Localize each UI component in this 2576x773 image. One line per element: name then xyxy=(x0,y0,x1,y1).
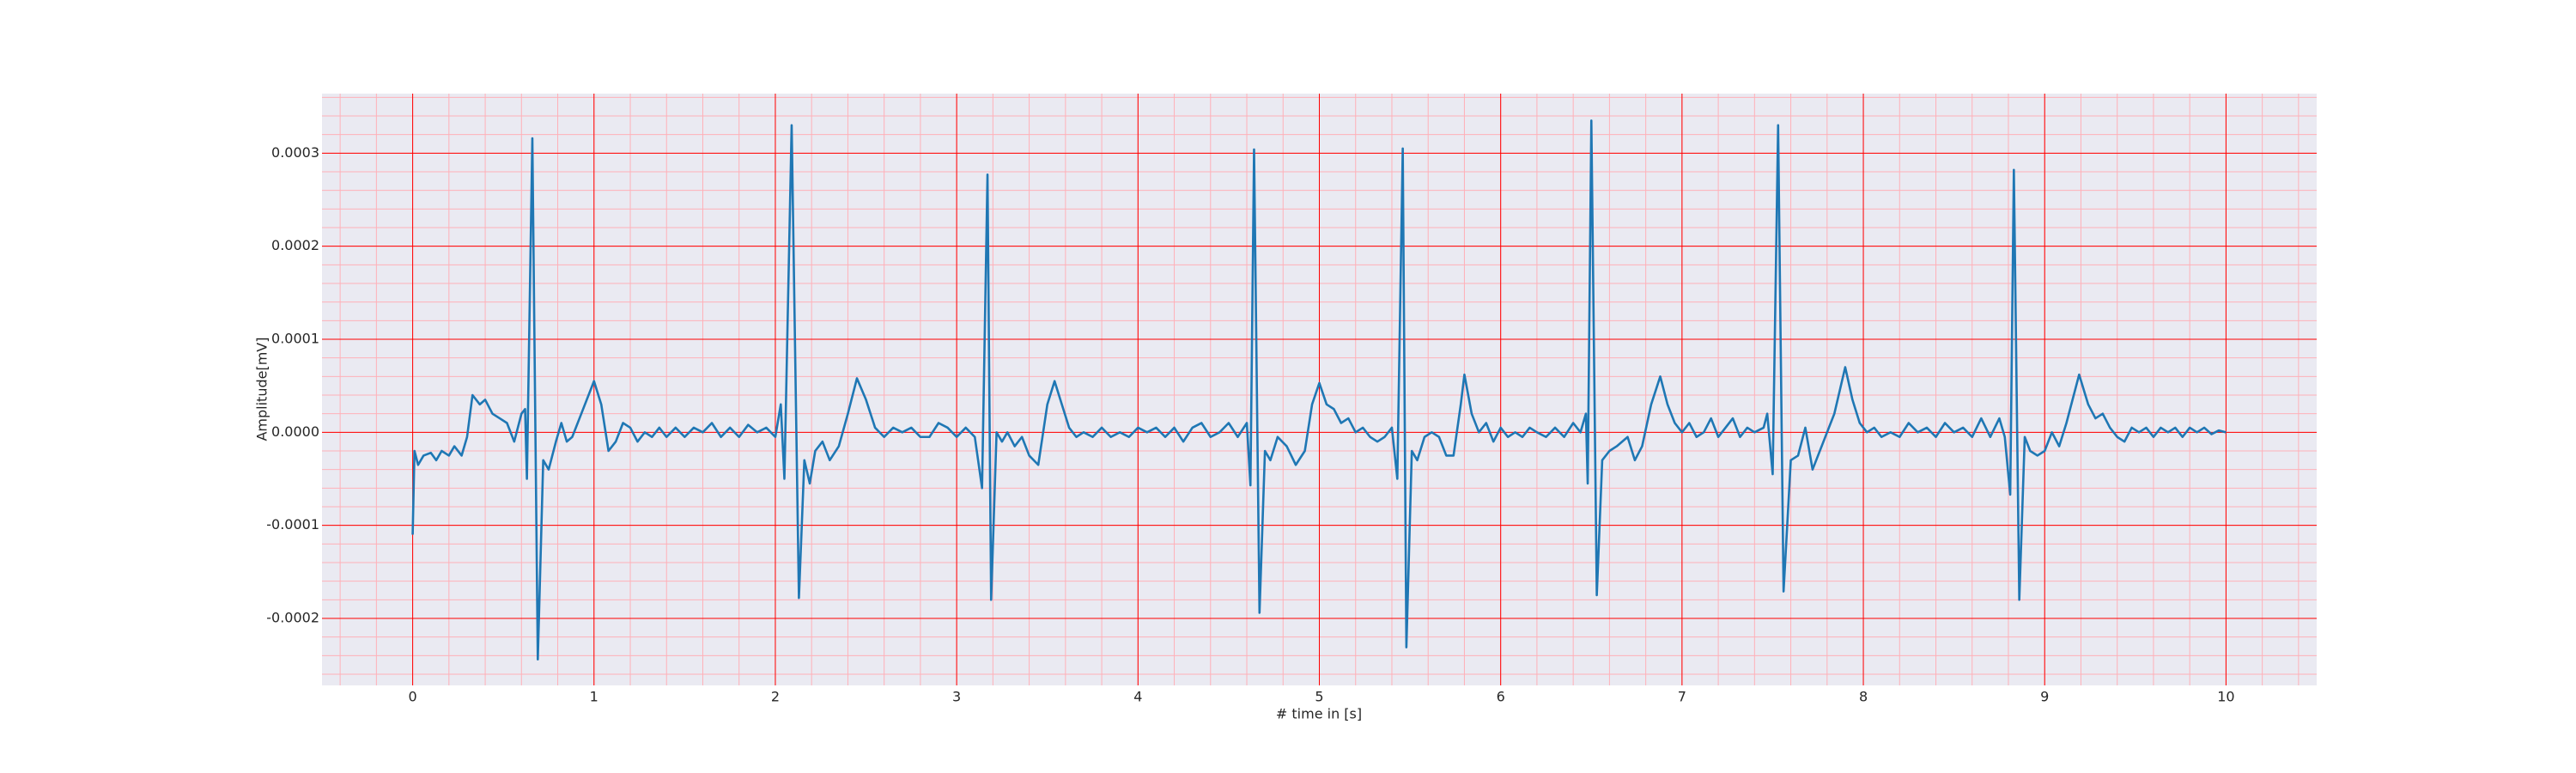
signal-line xyxy=(411,119,2227,660)
x-tick-label: 6 xyxy=(1497,689,1505,705)
x-tick-label: 4 xyxy=(1133,689,1142,705)
y-tick-label: 0.0001 xyxy=(271,331,319,347)
x-tick-label: 3 xyxy=(952,689,961,705)
x-tick-label: 5 xyxy=(1315,689,1323,705)
y-tick-label: -0.0001 xyxy=(266,516,319,533)
y-tick-label: 0.0000 xyxy=(271,423,319,440)
x-tick-label: 8 xyxy=(1859,689,1868,705)
y-tick-label: -0.0002 xyxy=(266,610,319,626)
x-tick-label: 9 xyxy=(2040,689,2049,705)
x-tick-label: 2 xyxy=(771,689,780,705)
x-tick-label: 1 xyxy=(590,689,598,705)
x-tick-label: 0 xyxy=(408,689,416,705)
y-tick-label: 0.0002 xyxy=(271,237,319,253)
x-tick-label: 10 xyxy=(2217,689,2234,705)
x-tick-label: 7 xyxy=(1678,689,1686,705)
x-axis-label: # time in [s] xyxy=(1276,706,1362,722)
y-tick-label: 0.0003 xyxy=(271,144,319,161)
y-axis-label: Amplitude[mV] xyxy=(254,337,270,441)
